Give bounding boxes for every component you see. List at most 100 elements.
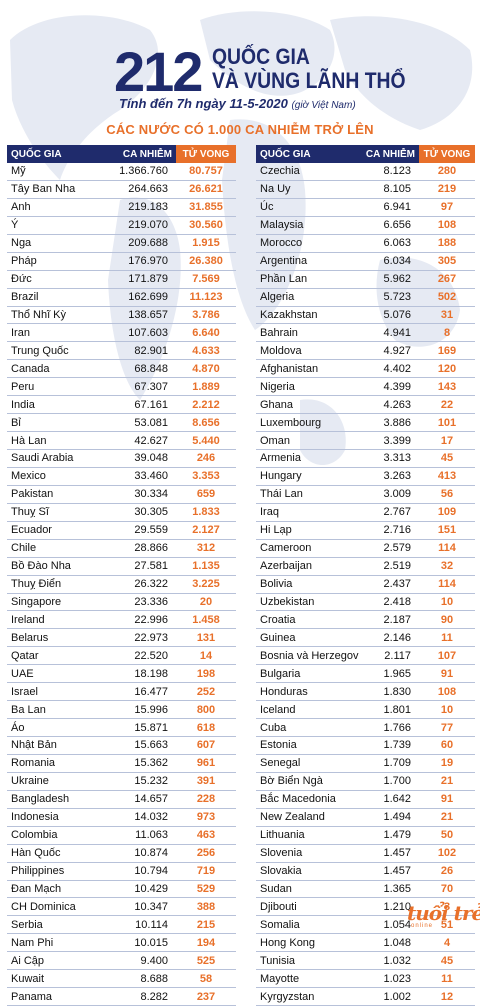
case-count: 6.063 [359, 234, 419, 253]
country-name: Na Uy [256, 180, 359, 199]
case-count: 30.305 [106, 503, 176, 522]
table-row: Estonia 1.739 60 [256, 736, 475, 755]
case-count: 67.307 [106, 377, 176, 397]
case-count: 11.063 [106, 826, 176, 845]
case-count: 8.123 [359, 163, 419, 181]
table-row: Bồ Đào Nha 27.581 1.135 [7, 557, 236, 576]
case-count: 10.794 [106, 862, 176, 881]
country-name: New Zealand [256, 808, 359, 827]
table-row: Chile 28.866 312 [7, 539, 236, 558]
case-count: 2.519 [359, 557, 419, 576]
case-count: 1.642 [359, 790, 419, 809]
table-row: Serbia 10.114 215 [7, 915, 236, 935]
case-count: 176.970 [106, 252, 176, 271]
table-row: Senegal 1.709 19 [256, 754, 475, 773]
country-name: Iran [7, 323, 106, 343]
case-count: 33.460 [106, 467, 176, 486]
table-row: Philippines 10.794 719 [7, 862, 236, 881]
logo-text: tuổi trẻ [407, 901, 480, 925]
table-row: Malaysia 6.656 108 [256, 216, 475, 235]
country-name: Ireland [7, 610, 106, 630]
country-name: UAE [7, 664, 106, 684]
death-count: 12 [419, 987, 475, 1006]
date-note: (giờ Việt Nam) [291, 100, 356, 111]
table-row: UAE 18.198 198 [7, 664, 236, 684]
table-row: Bolivia 2.437 114 [256, 575, 475, 594]
case-count: 1.366.760 [106, 163, 176, 181]
country-name: Armenia [256, 449, 359, 468]
table-row: Honduras 1.830 108 [256, 682, 475, 702]
country-name: Israel [7, 682, 106, 702]
death-count: 8.656 [176, 413, 236, 433]
table-row: Pakistan 30.334 659 [7, 485, 236, 504]
case-count: 1.479 [359, 826, 419, 845]
death-count: 70 [419, 880, 475, 899]
case-count: 1.965 [359, 664, 419, 684]
country-name: Hàn Quốc [7, 844, 106, 863]
table-row: Mayotte 1.023 11 [256, 969, 475, 989]
death-count: 21 [419, 808, 475, 827]
country-name: Iraq [256, 503, 359, 522]
death-count: 19 [419, 754, 475, 773]
date-line: Tính đến 7h ngày 11-5-2020 (giờ Việt Nam… [119, 96, 356, 111]
country-name: Uzbekistan [256, 593, 359, 612]
death-count: 607 [176, 736, 236, 755]
death-count: 413 [419, 467, 475, 486]
country-name: Bờ Biển Ngà [256, 772, 359, 791]
country-name: Pháp [7, 252, 106, 271]
country-name: Ecuador [7, 521, 106, 540]
country-name: Iceland [256, 700, 359, 720]
case-count: 16.477 [106, 682, 176, 702]
death-count: 11 [419, 969, 475, 989]
case-count: 162.699 [106, 288, 176, 307]
country-name: Mỹ [7, 163, 106, 181]
case-count: 68.848 [106, 359, 176, 379]
case-count: 3.263 [359, 467, 419, 486]
country-name: Bahrain [256, 323, 359, 343]
country-name: Estonia [256, 736, 359, 755]
case-count: 10.114 [106, 915, 176, 935]
death-count: 114 [419, 575, 475, 594]
section-title: CÁC NƯỚC CÓ 1.000 CA NHIỄM TRỞ LÊN [106, 122, 374, 137]
country-name: Mexico [7, 467, 106, 486]
country-name: Tây Ban Nha [7, 180, 106, 199]
country-name: Kyrgyzstan [256, 987, 359, 1006]
death-count: 114 [419, 539, 475, 558]
case-count: 42.627 [106, 431, 176, 450]
table-row: Ecuador 29.559 2.127 [7, 521, 236, 540]
country-name: Hungary [256, 467, 359, 486]
death-count: 30.560 [176, 216, 236, 235]
table-row: Hà Lan 42.627 5.440 [7, 431, 236, 450]
country-name: Azerbaijan [256, 557, 359, 576]
country-name: Chile [7, 539, 106, 558]
death-count: 1.889 [176, 377, 236, 397]
death-count: 198 [176, 664, 236, 684]
case-count: 2.437 [359, 575, 419, 594]
death-count: 101 [419, 413, 475, 433]
case-count: 2.767 [359, 503, 419, 522]
case-count: 4.927 [359, 341, 419, 361]
table-row: Na Uy 8.105 219 [256, 180, 475, 199]
table-row: Pháp 176.970 26.380 [7, 252, 236, 271]
case-count: 2.187 [359, 610, 419, 630]
case-count: 82.901 [106, 341, 176, 361]
country-name: Saudi Arabia [7, 449, 106, 468]
table-row: Anh 219.183 31.855 [7, 198, 236, 217]
case-count: 1.032 [359, 951, 419, 971]
table-row: Qatar 22.520 14 [7, 646, 236, 666]
logo-sub: online [411, 923, 434, 929]
table-row: Iceland 1.801 10 [256, 700, 475, 720]
death-count: 50 [419, 826, 475, 845]
table-row: Azerbaijan 2.519 32 [256, 557, 475, 576]
death-count: 56 [419, 485, 475, 504]
case-count: 29.559 [106, 521, 176, 540]
death-count: 800 [176, 700, 236, 720]
case-count: 8.105 [359, 180, 419, 199]
death-count: 107 [419, 646, 475, 666]
country-name: Argentina [256, 252, 359, 271]
death-count: 5.440 [176, 431, 236, 450]
country-name: Belarus [7, 628, 106, 648]
case-count: 4.402 [359, 359, 419, 379]
death-count: 1.915 [176, 234, 236, 253]
death-count: 388 [176, 897, 236, 917]
